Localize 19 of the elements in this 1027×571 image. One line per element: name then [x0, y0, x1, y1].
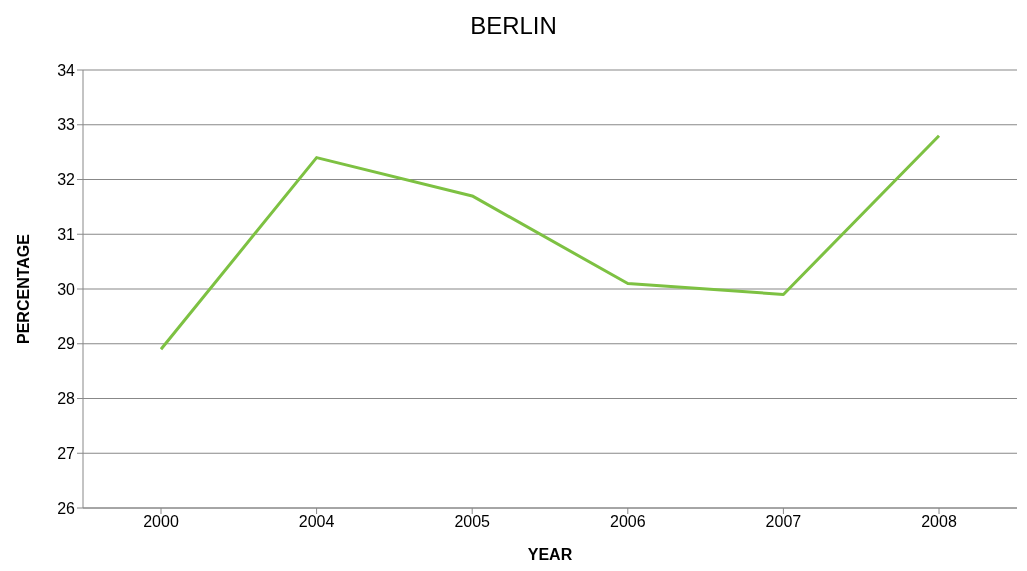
- x-axis-title: YEAR: [527, 546, 573, 563]
- y-tick-label: 26: [57, 499, 76, 517]
- y-tick-label: 34: [57, 61, 76, 79]
- x-tick-label: 2005: [454, 513, 491, 531]
- y-tick-label: 27: [57, 444, 76, 462]
- y-tick-label: 29: [57, 335, 76, 353]
- y-tick-label: 33: [57, 116, 76, 134]
- y-axis-title: PERCENTAGE: [14, 233, 32, 344]
- y-tick-label: 28: [57, 390, 76, 408]
- x-tick-label: 2006: [610, 513, 646, 531]
- chart-title: BERLIN: [469, 11, 558, 41]
- x-tick-label: 2008: [921, 513, 957, 531]
- x-tick-label: 2007: [765, 513, 802, 531]
- line-series: [159, 134, 941, 351]
- y-tick-label: 31: [57, 225, 76, 243]
- x-tick-label: 2004: [298, 513, 335, 531]
- y-tick-label: 32: [57, 171, 76, 189]
- y-tick-label: 30: [57, 280, 76, 298]
- x-tick-label: 2000: [143, 513, 179, 531]
